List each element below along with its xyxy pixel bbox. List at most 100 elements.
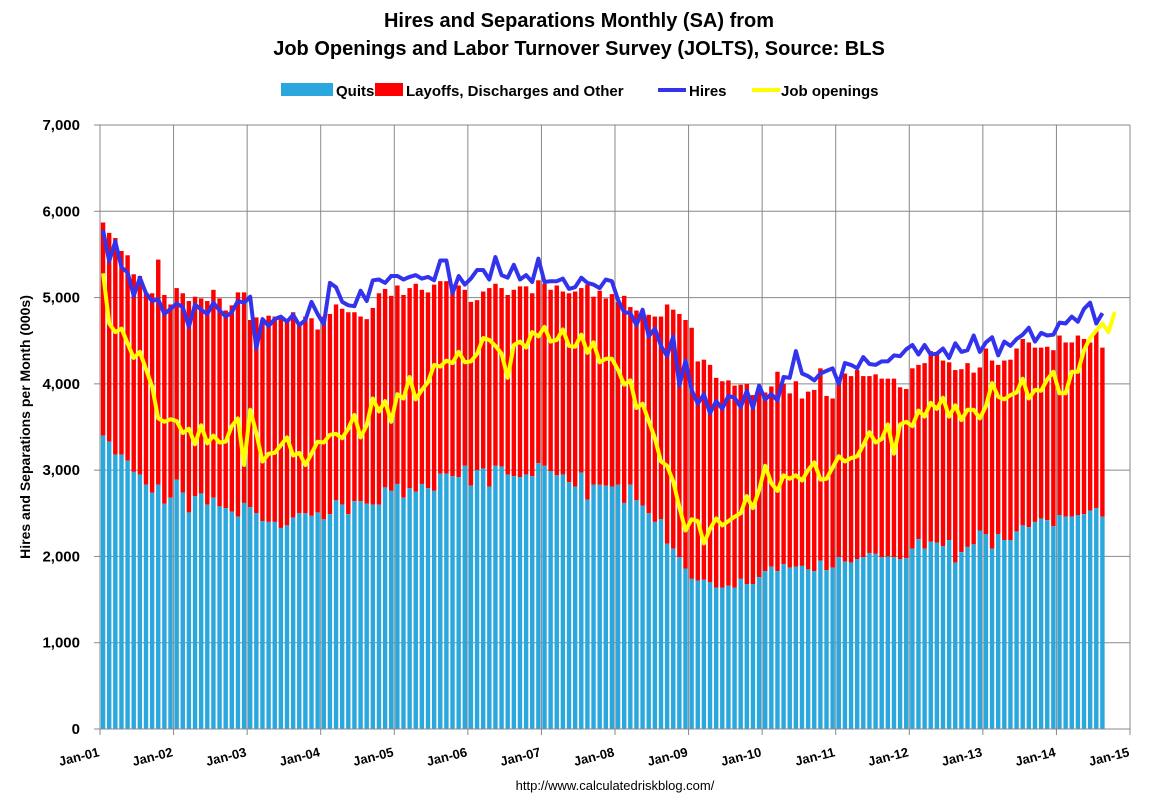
y-tick-labels: 0 1,000 2,000 3,000 4,000 5,000 6,000 7,000 bbox=[42, 117, 80, 738]
bar-quits bbox=[339, 504, 345, 729]
bar-layoffs bbox=[1002, 360, 1007, 541]
bar-quits bbox=[156, 484, 161, 729]
bar-layoffs bbox=[413, 283, 418, 492]
bar-quits bbox=[603, 485, 609, 729]
bar-layoffs bbox=[977, 367, 982, 531]
bar-layoffs bbox=[744, 383, 750, 585]
bar-quits bbox=[125, 460, 130, 729]
bar-quits bbox=[713, 587, 719, 729]
bar-layoffs bbox=[732, 385, 737, 588]
bar-layoffs bbox=[1075, 335, 1081, 516]
bar-layoffs bbox=[462, 289, 467, 466]
bar-quits bbox=[805, 569, 811, 729]
bar-layoffs bbox=[989, 360, 995, 549]
line-job-openings bbox=[101, 273, 1117, 546]
bar-layoffs bbox=[480, 291, 486, 469]
bar-layoffs bbox=[910, 368, 915, 549]
legend-swatch-layoffs bbox=[375, 83, 403, 96]
bar-layoffs bbox=[303, 316, 308, 514]
bar-quits bbox=[542, 465, 547, 729]
bar-layoffs bbox=[143, 293, 149, 485]
bar-layoffs bbox=[720, 381, 725, 588]
y-tick-label: 3,000 bbox=[42, 462, 80, 479]
bar-quits bbox=[609, 486, 615, 729]
bar-quits bbox=[977, 530, 982, 729]
bar-quits bbox=[983, 533, 989, 729]
bar-layoffs bbox=[186, 301, 192, 513]
bar-layoffs bbox=[272, 316, 277, 522]
bar-quits bbox=[591, 484, 596, 729]
bar-quits bbox=[284, 525, 290, 729]
bar-layoffs bbox=[579, 288, 584, 473]
bar-layoffs bbox=[346, 312, 351, 515]
bar-quits bbox=[548, 471, 553, 729]
bar-quits bbox=[830, 567, 835, 729]
legend-swatch-quits bbox=[281, 83, 333, 96]
bar-layoffs bbox=[640, 316, 645, 506]
bar-layoffs bbox=[928, 351, 933, 542]
bar-layoffs bbox=[499, 288, 504, 467]
bar-quits bbox=[168, 497, 173, 729]
bar-quits bbox=[634, 500, 639, 729]
bar-quits bbox=[965, 546, 970, 729]
bar-quits bbox=[346, 514, 351, 729]
bar-quits bbox=[211, 497, 216, 729]
bar-quits bbox=[315, 512, 320, 729]
bar-quits bbox=[143, 484, 149, 729]
bar-quits bbox=[664, 543, 670, 729]
bar-layoffs bbox=[198, 298, 204, 494]
bar-quits bbox=[505, 474, 510, 729]
bar-layoffs bbox=[217, 298, 222, 507]
lines-layer bbox=[101, 229, 1117, 546]
bar-layoffs bbox=[260, 320, 265, 522]
bar-quits bbox=[720, 587, 725, 729]
bar-layoffs bbox=[297, 324, 302, 514]
bar-layoffs bbox=[671, 309, 676, 549]
chart-subtitle: Job Openings and Labor Turnover Survey (… bbox=[273, 38, 885, 60]
bar-layoffs bbox=[456, 285, 461, 478]
bar-layoffs bbox=[585, 284, 590, 500]
bar-layoffs bbox=[683, 320, 688, 569]
bar-layoffs bbox=[536, 280, 541, 464]
bar-quits bbox=[861, 557, 866, 729]
bar-quits bbox=[646, 513, 651, 729]
bar-layoffs bbox=[940, 360, 946, 547]
bar-quits bbox=[113, 454, 118, 729]
bar-quits bbox=[321, 519, 326, 729]
bar-quits bbox=[1075, 515, 1081, 729]
bar-quits bbox=[1094, 508, 1099, 729]
bar-layoffs bbox=[290, 312, 296, 518]
bar-quits bbox=[652, 521, 658, 729]
bar-quits bbox=[272, 521, 277, 729]
bar-layoffs bbox=[738, 384, 743, 579]
bar-quits bbox=[1045, 520, 1050, 729]
bar-quits bbox=[205, 504, 210, 729]
bar-quits bbox=[867, 552, 872, 729]
bar-quits bbox=[493, 465, 498, 729]
bar-layoffs bbox=[812, 389, 817, 572]
y-tick-label: 6,000 bbox=[42, 203, 80, 220]
bar-layoffs bbox=[560, 291, 566, 475]
bar-quits bbox=[763, 571, 768, 729]
bar-quits bbox=[1008, 540, 1013, 729]
bar-quits bbox=[370, 504, 376, 729]
bar-layoffs bbox=[615, 301, 621, 485]
bar-quits bbox=[916, 539, 921, 729]
bar-quits bbox=[186, 512, 192, 729]
bar-layoffs bbox=[407, 288, 412, 489]
bar-layoffs bbox=[1081, 338, 1087, 515]
y-tick-label: 2,000 bbox=[42, 548, 80, 565]
bar-layoffs bbox=[113, 238, 118, 455]
bar-quits bbox=[131, 471, 136, 729]
bar-layoffs bbox=[180, 293, 185, 493]
bar-layoffs bbox=[241, 292, 247, 503]
bar-quits bbox=[842, 561, 848, 729]
bar-quits bbox=[1081, 514, 1087, 729]
bar-quits bbox=[327, 514, 333, 729]
bar-layoffs bbox=[235, 292, 241, 517]
bar-layoffs bbox=[431, 284, 437, 491]
bar-layoffs bbox=[205, 301, 210, 505]
bar-layoffs bbox=[438, 281, 443, 474]
bar-quits bbox=[671, 548, 676, 729]
bar-quits bbox=[480, 468, 486, 729]
